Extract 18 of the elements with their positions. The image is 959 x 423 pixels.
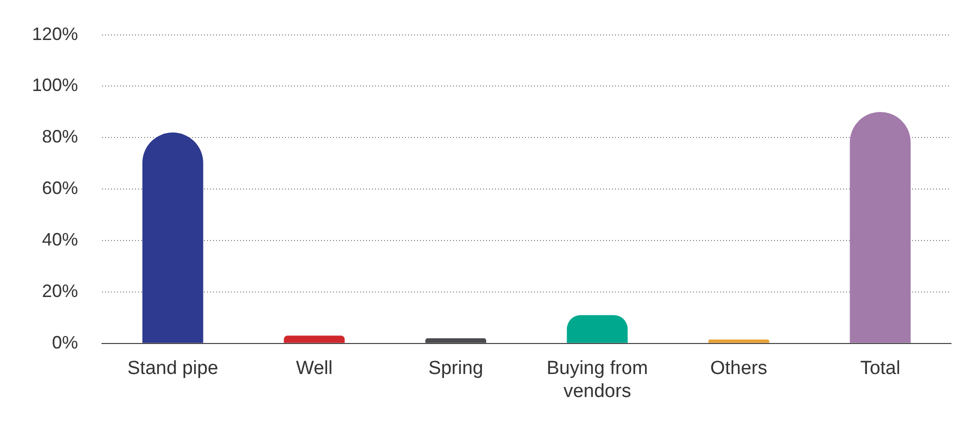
y-tick-label: 20% (42, 280, 78, 301)
y-tick-label: 60% (42, 178, 78, 198)
y-tick-label: 100% (32, 75, 78, 96)
y-tick-label: 40% (42, 230, 78, 250)
x-tick-label: Stand pipe (127, 358, 218, 380)
x-tick-label: Spring (428, 358, 484, 380)
x-tick-label: Buying from vendors (546, 358, 648, 402)
y-tick-label: 80% (42, 126, 78, 147)
bar (566, 315, 628, 343)
x-tick-label: Others (710, 358, 768, 380)
x-tick-label: Well (296, 358, 333, 380)
bar (284, 336, 345, 343)
bar (708, 340, 770, 343)
bar (142, 132, 204, 343)
y-tick-label: 0% (52, 332, 78, 352)
x-tick-label: Total (860, 358, 900, 380)
bar (850, 112, 911, 343)
y-tick-label: 120% (32, 24, 78, 44)
